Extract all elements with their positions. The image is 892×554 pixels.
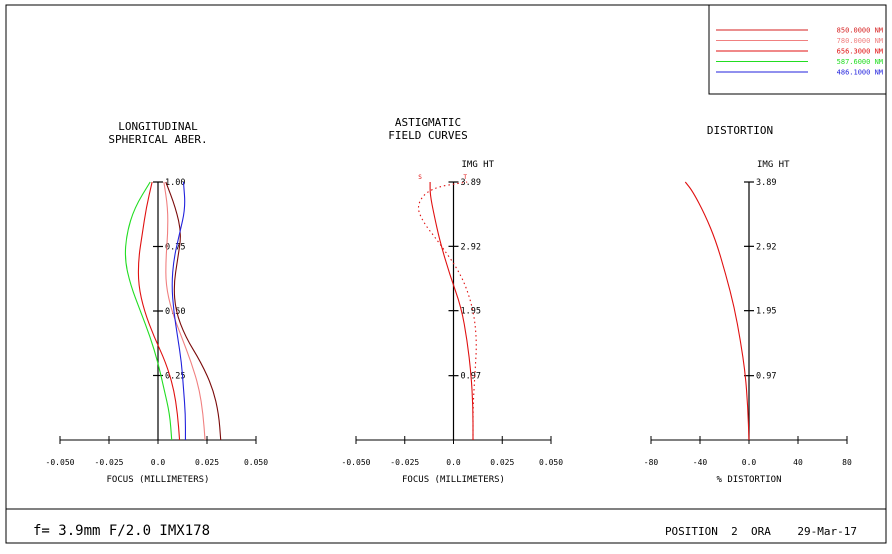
y-tick-label: 1.00 — [165, 178, 185, 188]
y-axis-label: IMG HT — [462, 160, 495, 170]
panel-title: ASTIGMATIC — [395, 116, 461, 129]
x-tick-label: 0.0 — [446, 458, 461, 467]
tangential-curve-label: T — [463, 174, 467, 181]
lens-spec-text: f= 3.9mm F/2.0 IMX178 — [33, 523, 210, 539]
series-line — [684, 181, 750, 441]
legend-label: 587.6000 NM — [837, 58, 883, 66]
x-tick-label: 0.050 — [244, 458, 268, 467]
x-tick-label: 0.0 — [742, 458, 757, 467]
x-tick-label: -80 — [644, 458, 659, 467]
x-tick-label: 0.0 — [151, 458, 166, 467]
series-line — [137, 181, 181, 441]
y-tick-label: 1.95 — [461, 307, 481, 317]
series-line — [429, 182, 474, 440]
x-tick-label: -0.025 — [390, 458, 419, 467]
distortion-panel: DISTORTION -80 -40 0.0 40 80 % DISTORTION 3.89 2… — [644, 124, 852, 485]
y-tick-label: 3.89 — [756, 178, 776, 188]
panel-title: FIELD CURVES — [388, 129, 467, 142]
y-tick-label: 1.95 — [756, 307, 776, 317]
x-tick-label: 0.025 — [490, 458, 514, 467]
x-tick-label: 80 — [842, 458, 852, 467]
legend-label: 486.1000 NM — [837, 69, 883, 77]
legend: 850.0000 NM 780.0000 NM 656.3000 NM 587.600… — [708, 4, 887, 95]
y-tick-label: 2.92 — [461, 242, 481, 252]
y-axis-label: IMG HT — [757, 160, 790, 170]
series-line — [163, 181, 206, 441]
position-info-text: POSITION 2 ORA 29-Mar-17 — [665, 525, 857, 538]
panel-title: LONGITUDINAL — [118, 120, 198, 133]
y-tick-label: 3.89 — [461, 178, 481, 188]
legend-box — [708, 4, 887, 95]
x-tick-label: -0.025 — [95, 458, 124, 467]
legend-label: 780.0000 NM — [837, 37, 883, 45]
legend-items: 850.0000 NM 780.0000 NM 656.3000 NM 587.600… — [716, 27, 883, 77]
legend-label: 850.0000 NM — [837, 27, 883, 35]
legend-label: 656.3000 NM — [837, 48, 883, 56]
x-axis-label: FOCUS (MILLIMETERS) — [402, 475, 505, 485]
series-line — [171, 181, 186, 440]
x-axis-label: FOCUS (MILLIMETERS) — [107, 475, 210, 485]
y-tick-label: 2.92 — [756, 242, 776, 252]
y-tick-label: 0.75 — [165, 243, 185, 253]
x-tick-label: 40 — [793, 458, 803, 467]
panel-title: SPHERICAL ABER. — [108, 133, 207, 146]
x-tick-label: -40 — [693, 458, 708, 467]
x-tick-label: 0.025 — [195, 458, 219, 467]
y-tick-label: 0.25 — [165, 372, 185, 382]
series-line — [124, 181, 173, 441]
series-line — [165, 181, 222, 441]
x-tick-label: 0.050 — [539, 458, 563, 467]
figure-frame — [5, 4, 887, 544]
series-line — [417, 181, 477, 440]
panel-title: DISTORTION — [707, 124, 773, 137]
x-axis-label: % DISTORTION — [716, 475, 781, 485]
sagittal-curve-label: S — [418, 174, 422, 181]
y-tick-label: 0.97 — [756, 372, 776, 382]
x-tick-label: -0.050 — [342, 458, 371, 467]
y-tick-label: 0.50 — [165, 307, 185, 317]
x-tick-label: -0.050 — [46, 458, 75, 467]
